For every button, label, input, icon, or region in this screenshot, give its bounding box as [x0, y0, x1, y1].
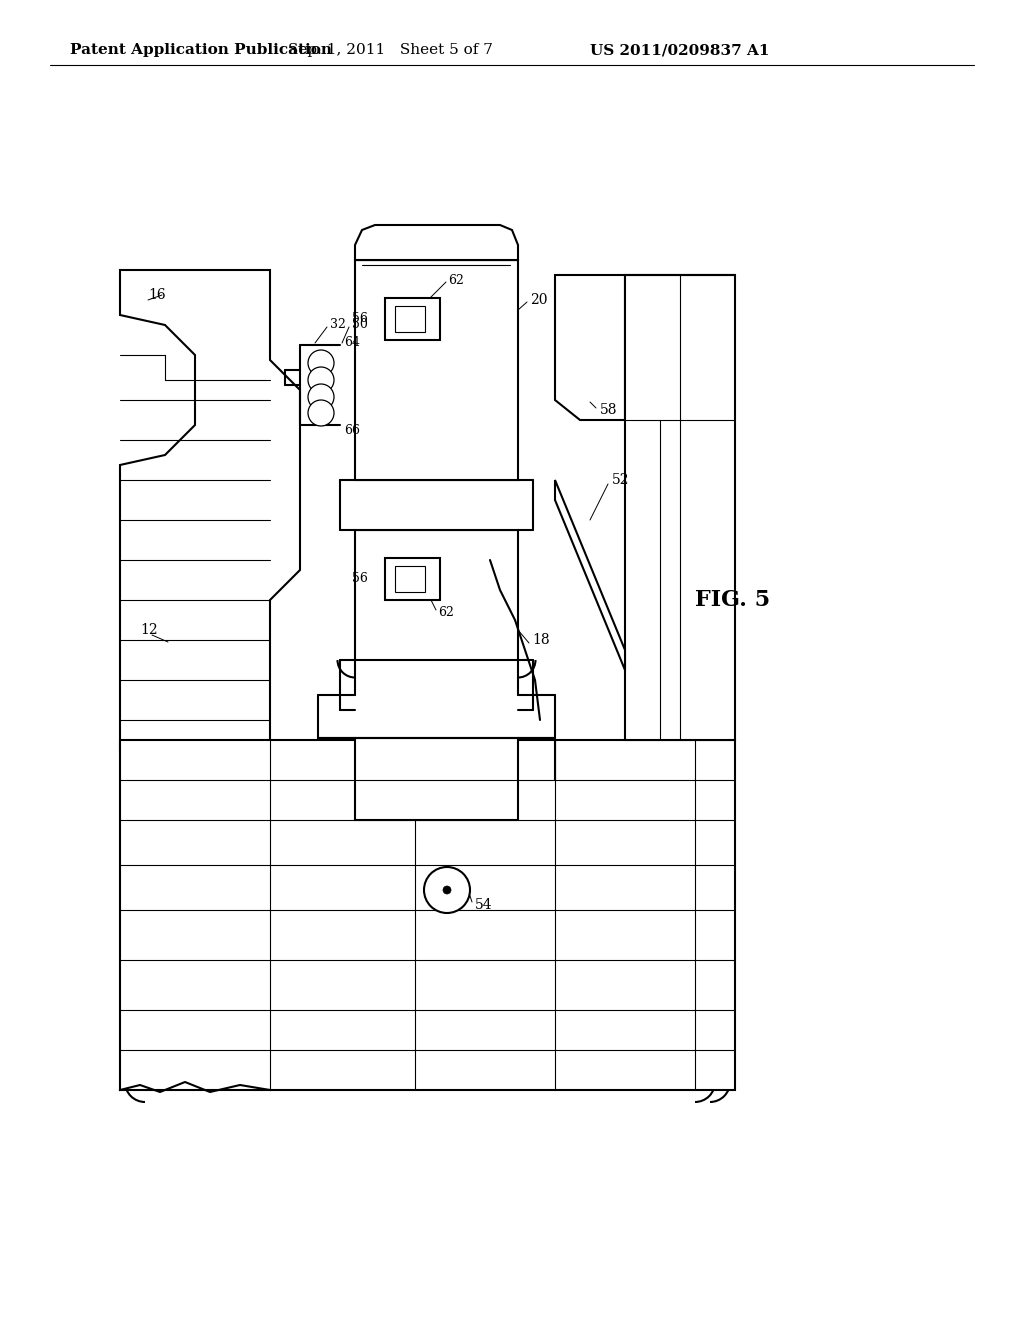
Bar [385, 298, 440, 341]
Circle shape [308, 367, 334, 393]
Polygon shape [120, 271, 300, 750]
Text: 52: 52 [612, 473, 630, 487]
Bar [395, 306, 425, 333]
Circle shape [308, 400, 334, 426]
Bar [355, 531, 518, 660]
Circle shape [308, 350, 334, 376]
Text: Patent Application Publication: Patent Application Publication [70, 44, 332, 57]
Text: FIG. 5: FIG. 5 [695, 589, 770, 611]
Bar [120, 741, 735, 1090]
Text: 62: 62 [438, 606, 454, 619]
Text: 32: 32 [330, 318, 346, 331]
Text: US 2011/0209837 A1: US 2011/0209837 A1 [590, 44, 769, 57]
Circle shape [308, 384, 334, 411]
Text: 64: 64 [344, 335, 360, 348]
Text: 50: 50 [352, 318, 368, 331]
Circle shape [424, 867, 470, 913]
Bar [395, 566, 425, 591]
Bar [355, 738, 518, 820]
Text: 18: 18 [532, 634, 550, 647]
Polygon shape [355, 224, 518, 260]
Text: Sep. 1, 2011   Sheet 5 of 7: Sep. 1, 2011 Sheet 5 of 7 [288, 44, 493, 57]
Bar [355, 260, 518, 480]
Circle shape [443, 886, 451, 894]
Bar [625, 275, 735, 741]
Text: 56: 56 [352, 572, 368, 585]
Text: 54: 54 [475, 898, 493, 912]
Text: 20: 20 [530, 293, 548, 308]
Text: 62: 62 [449, 273, 464, 286]
Text: 58: 58 [600, 403, 617, 417]
Polygon shape [555, 275, 625, 420]
Text: 66: 66 [344, 424, 360, 437]
Text: 16: 16 [148, 288, 166, 302]
Text: 12: 12 [140, 623, 158, 638]
Text: 56: 56 [352, 312, 368, 325]
Bar [385, 558, 440, 601]
Polygon shape [555, 480, 625, 671]
